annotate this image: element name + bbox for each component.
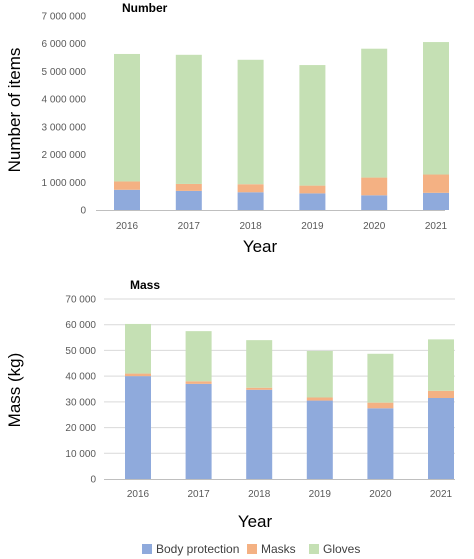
mass-y-tick-label: 20 000 [65,423,96,434]
number-bar-body-protection-2018 [237,192,264,210]
mass-chart: Mass (kg) Mass 0 10 000 20 000 30 000 40 000… [5,278,455,531]
legend-swatch-masks [247,544,257,554]
mass-bar-body-protection-2021 [428,398,454,479]
number-y-tick-label: 6 000 000 [42,39,87,50]
number-x-tick-label: 2020 [363,221,386,232]
mass-x-tick-label: 2016 [127,489,150,500]
mass-bar-gloves-2021 [428,339,454,391]
mass-bars [104,323,455,480]
mass-x-tick-label: 2021 [430,489,453,500]
number-y-tick-label: 3 000 000 [42,122,87,133]
number-bar-gloves-2020 [361,48,388,178]
mass-x-ticks: 2016 2017 2018 2019 2020 2021 [127,489,453,500]
mass-chart-title: Mass [130,278,160,292]
legend-swatch-gloves [309,544,319,554]
mass-bar-body-protection-2019 [306,400,333,479]
number-bars [96,42,449,211]
number-bar-gloves-2021 [423,42,449,175]
mass-y-tick-label: 10 000 [65,449,96,460]
number-bar-body-protection-2017 [175,190,202,210]
number-bar-gloves-2016 [114,53,140,182]
number-x-tick-label: 2018 [239,221,262,232]
mass-y-tick-label: 40 000 [65,372,96,383]
mass-x-tick-label: 2019 [309,489,332,500]
number-x-axis-title: Year [243,237,278,256]
number-y-tick-label: 2 000 000 [42,150,87,161]
mass-y-ticks: 0 10 000 20 000 30 000 40 000 50 000 60 000 70 … [65,295,96,486]
number-bar-gloves-2017 [175,54,202,184]
number-x-ticks: 2016 2017 2018 2019 2020 2021 [116,221,448,232]
number-bar-body-protection-2020 [361,195,388,210]
number-bar-gloves-2018 [237,59,264,185]
number-bar-masks-2020 [361,177,388,196]
mass-bar-gloves-2016 [125,323,151,374]
mass-bar-body-protection-2018 [246,389,273,479]
mass-x-tick-label: 2018 [248,489,271,500]
number-bar-masks-2021 [423,174,449,193]
mass-gridlines [104,298,455,454]
mass-y-tick-label: 70 000 [65,295,96,306]
legend-label-masks: Masks [261,542,296,556]
mass-y-tick-label: 50 000 [65,346,96,357]
mass-bar-gloves-2018 [246,340,273,388]
mass-y-tick-label: 60 000 [65,320,96,331]
mass-x-axis-title: Year [238,512,273,531]
number-chart-title: Number [122,1,168,15]
number-x-tick-label: 2016 [116,221,139,232]
mass-y-tick-label: 0 [90,475,96,486]
number-y-ticks: 0 1 000 000 2 000 000 3 000 000 4 000 000 5 0… [42,12,87,217]
number-bar-body-protection-2019 [299,193,326,210]
number-x-tick-label: 2017 [178,221,201,232]
mass-bar-masks-2019 [306,397,333,401]
mass-bar-body-protection-2020 [367,408,394,479]
mass-x-tick-label: 2017 [187,489,210,500]
number-y-axis-title: Number of items [5,48,24,173]
number-bar-body-protection-2016 [114,189,140,210]
number-y-tick-label: 5 000 000 [42,67,87,78]
legend: Body protection Masks Gloves [142,542,360,556]
number-y-tick-label: 0 [80,206,86,217]
number-x-tick-label: 2021 [425,221,448,232]
mass-bar-body-protection-2016 [125,376,151,479]
number-bar-masks-2018 [237,184,264,193]
number-y-tick-label: 1 000 000 [42,178,87,189]
number-bar-masks-2017 [175,183,202,191]
mass-bar-masks-2016 [125,373,151,377]
number-chart: Number of items Number 0 1 000 000 2 000 0… [5,1,449,256]
legend-label-gloves: Gloves [323,542,360,556]
mass-bar-masks-2018 [246,387,273,390]
mass-y-axis-title: Mass (kg) [5,353,24,428]
number-y-tick-label: 7 000 000 [42,12,87,23]
number-y-tick-label: 4 000 000 [42,95,87,106]
mass-bar-gloves-2020 [367,353,394,403]
mass-bar-gloves-2017 [185,331,212,382]
number-bar-gloves-2019 [299,65,326,186]
number-bar-masks-2016 [114,181,140,190]
mass-y-tick-label: 30 000 [65,397,96,408]
number-bar-body-protection-2021 [423,192,449,210]
mass-bar-masks-2021 [428,390,454,398]
number-x-tick-label: 2019 [301,221,324,232]
mass-bar-masks-2017 [185,381,212,384]
legend-swatch-body-protection [142,544,152,554]
mass-bar-gloves-2019 [306,350,333,398]
mass-bar-body-protection-2017 [185,383,212,479]
number-bar-masks-2019 [299,185,326,194]
mass-bar-masks-2020 [367,402,394,409]
legend-label-body-protection: Body protection [156,542,239,556]
mass-x-tick-label: 2020 [369,489,392,500]
